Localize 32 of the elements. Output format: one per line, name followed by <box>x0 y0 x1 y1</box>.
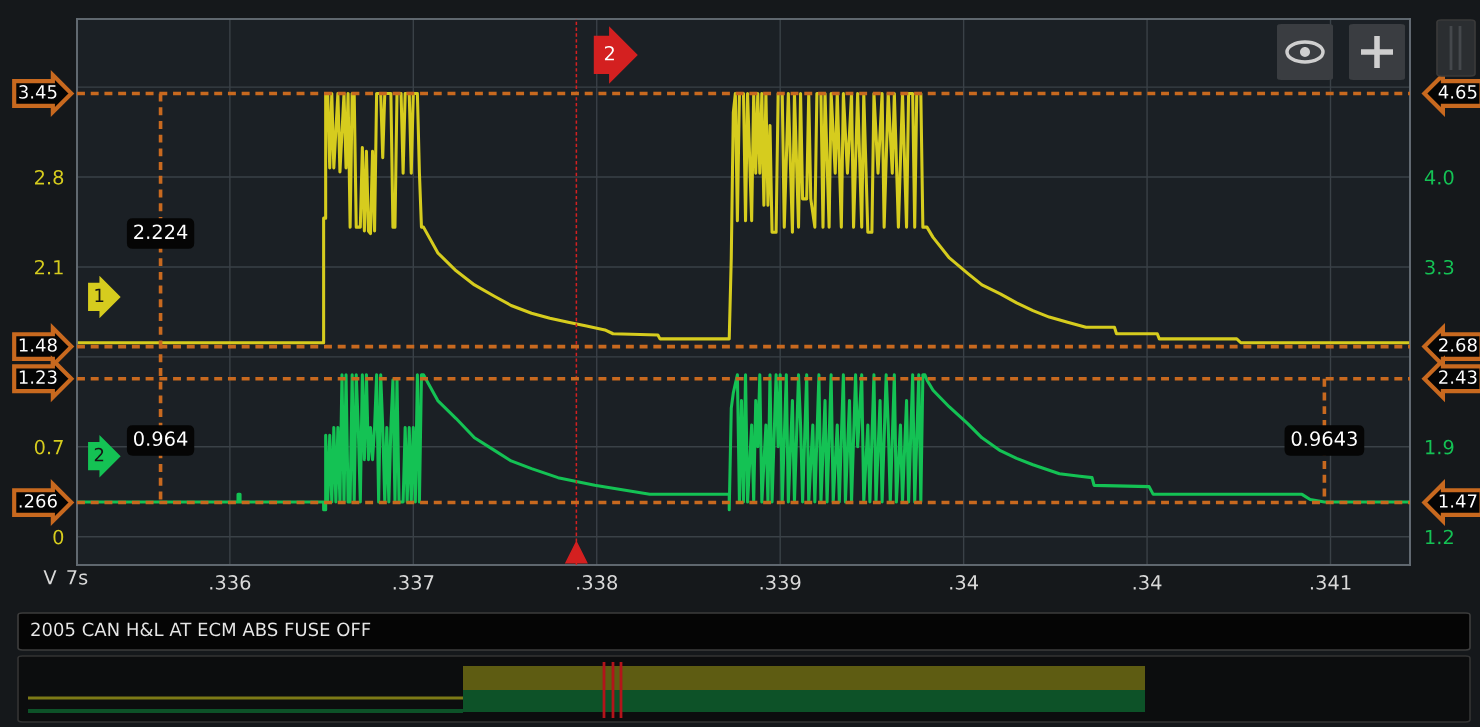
y2-tick-label: 4.0 <box>1424 169 1454 185</box>
x-tick-label: .341 <box>1310 575 1351 590</box>
annotation: 0.9643 <box>1291 431 1357 447</box>
x-tick-label: .339 <box>760 575 801 590</box>
ref-line-label: .266 <box>19 494 57 508</box>
y-axis-title: V <box>43 570 57 585</box>
annotation: 1.47 <box>1439 494 1477 508</box>
x-tick-label: .336 <box>210 575 251 590</box>
y-tick-label: 0.7 <box>34 439 63 455</box>
x-tick-label: .338 <box>577 575 618 590</box>
annotation: 2.224 <box>134 224 188 239</box>
y2-tick-label: 1.9 <box>1426 439 1454 455</box>
annotation: 2.43 <box>1439 370 1477 384</box>
y-tick-label: 0 <box>53 529 64 545</box>
x-tick-label: .34 <box>950 575 978 590</box>
annotation: 0.964 <box>134 431 188 447</box>
y-tick-label: 2.8 <box>35 169 64 185</box>
ref-line-label: 3.45 <box>19 85 57 99</box>
annotation: 4.65 <box>1438 85 1477 99</box>
x-tick-label: .337 <box>393 575 434 590</box>
text: 2 <box>94 447 104 462</box>
annotation: 2 <box>604 45 614 61</box>
y2-tick-label: 3.3 <box>1425 259 1454 275</box>
ref-line-label: 1.23 <box>19 370 57 384</box>
y-tick-label: 2.1 <box>35 259 63 275</box>
ref-line-label: 1.48 <box>19 338 57 352</box>
text: 1 <box>95 288 104 302</box>
annotation: 2.68 <box>1439 338 1477 352</box>
x-tick-label: .34 <box>1133 575 1162 590</box>
x-axis-title: 7s <box>67 570 88 585</box>
text: 2005 CAN H&L AT ECM ABS FUSE OFF <box>31 622 371 637</box>
y2-tick-label: 1.2 <box>1426 529 1453 545</box>
